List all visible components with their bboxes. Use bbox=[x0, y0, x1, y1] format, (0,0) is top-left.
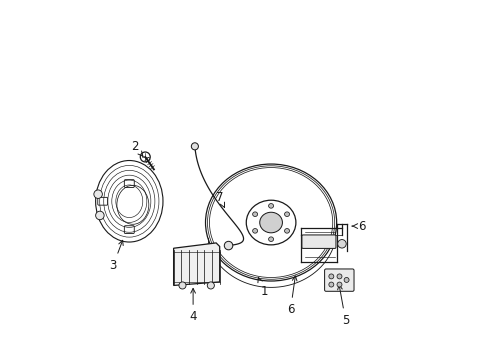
Text: 2: 2 bbox=[131, 140, 143, 157]
Text: 7: 7 bbox=[216, 191, 224, 207]
Circle shape bbox=[336, 274, 341, 279]
Circle shape bbox=[224, 241, 232, 250]
Ellipse shape bbox=[268, 237, 273, 242]
Circle shape bbox=[328, 274, 333, 279]
Circle shape bbox=[328, 282, 333, 287]
Ellipse shape bbox=[284, 212, 289, 216]
Ellipse shape bbox=[284, 229, 289, 233]
Circle shape bbox=[94, 190, 102, 198]
Text: 6: 6 bbox=[351, 220, 365, 233]
Ellipse shape bbox=[252, 212, 257, 216]
Circle shape bbox=[207, 282, 214, 289]
Circle shape bbox=[179, 282, 185, 289]
Polygon shape bbox=[173, 243, 219, 285]
Ellipse shape bbox=[268, 203, 273, 208]
Ellipse shape bbox=[259, 212, 282, 233]
Text: 1: 1 bbox=[257, 278, 267, 298]
Text: 5: 5 bbox=[337, 285, 348, 327]
Text: 6: 6 bbox=[286, 276, 296, 316]
Ellipse shape bbox=[252, 229, 257, 233]
Circle shape bbox=[344, 278, 348, 283]
Circle shape bbox=[96, 211, 104, 220]
Circle shape bbox=[191, 143, 198, 150]
Text: 4: 4 bbox=[189, 288, 197, 323]
FancyBboxPatch shape bbox=[301, 235, 335, 248]
FancyBboxPatch shape bbox=[324, 269, 353, 291]
Text: 3: 3 bbox=[109, 240, 123, 271]
Circle shape bbox=[336, 282, 341, 287]
Circle shape bbox=[337, 239, 346, 248]
